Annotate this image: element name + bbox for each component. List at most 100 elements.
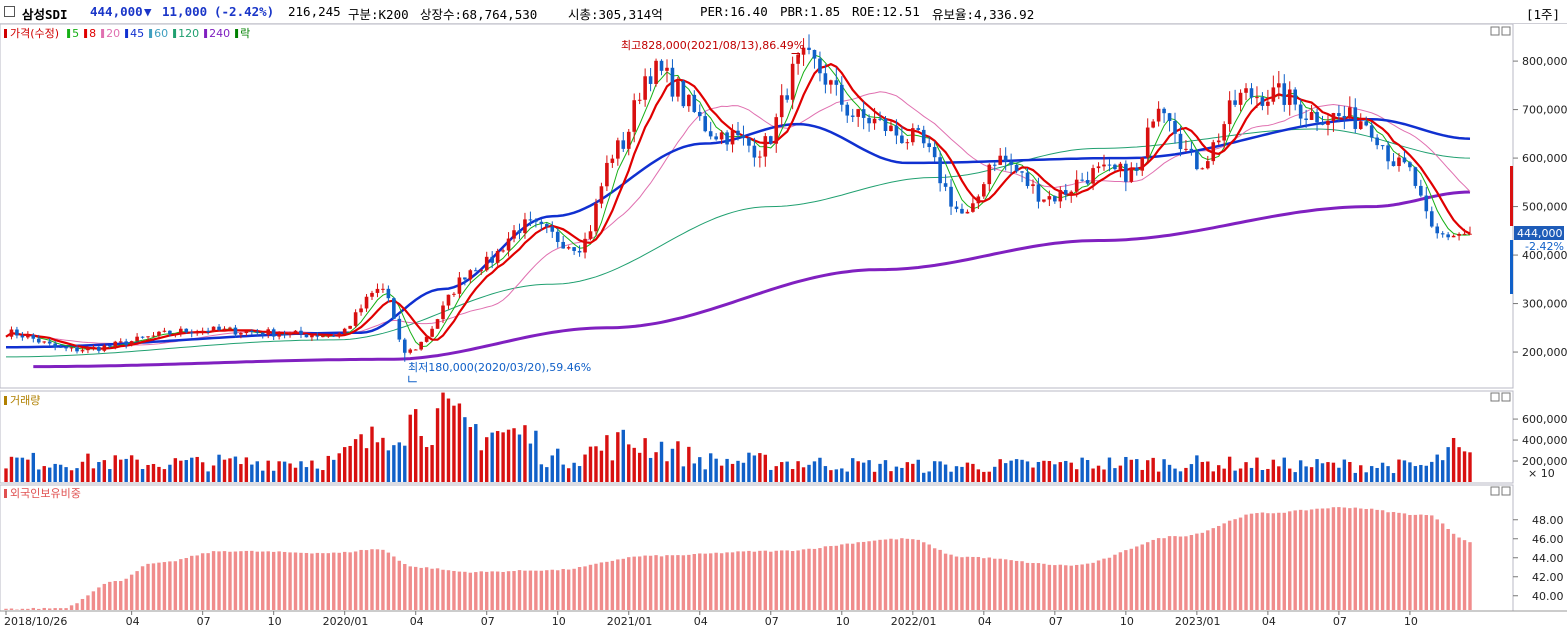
foreign-ratio-bar <box>119 581 123 610</box>
candle-body <box>140 336 145 338</box>
volume-bar <box>1451 437 1456 482</box>
foreign-ratio-bar <box>146 563 150 610</box>
foreign-ratio-bar <box>1446 528 1450 610</box>
candle-body <box>1266 101 1270 106</box>
candle-body <box>1113 164 1117 170</box>
candle-body <box>1249 88 1254 98</box>
candle-body <box>299 330 303 335</box>
volume-bar <box>288 463 292 482</box>
minimize-icon[interactable] <box>1490 486 1500 496</box>
volume-bar <box>654 452 658 482</box>
minimize-icon[interactable] <box>1490 26 1500 36</box>
reserve-ratio: 유보율:4,336.92 <box>932 7 1035 22</box>
volume-bar <box>1085 460 1090 482</box>
candle-body <box>687 94 691 107</box>
volume-bar <box>621 429 625 482</box>
candle-body <box>616 140 620 159</box>
candle-body <box>1216 140 1221 143</box>
volume-bar <box>1397 459 1401 482</box>
candle-body <box>1134 167 1139 171</box>
close-icon[interactable] <box>1501 26 1511 36</box>
volume-bar <box>998 459 1002 482</box>
x-tick-label: 07 <box>765 615 779 628</box>
foreign-ratio-bar <box>566 569 571 610</box>
foreign-ratio-bar <box>414 566 418 610</box>
candle-body <box>1145 127 1150 158</box>
volume-bar <box>277 461 281 482</box>
candle-body <box>856 109 860 117</box>
foreign-ratio-bar <box>386 552 391 610</box>
price-panel-buttons[interactable] <box>1490 26 1511 36</box>
volume-bar <box>1424 465 1428 482</box>
daily-range-up <box>1510 166 1513 226</box>
stock-chart[interactable]: 가격(수정) 5 8 20 45 60 120 240 락 거래량 외국인보유비중 최고828… <box>0 24 1567 630</box>
volume-bar <box>1462 451 1467 482</box>
foreign-ratio-bar <box>1058 564 1062 610</box>
volume-panel-buttons[interactable] <box>1490 392 1511 402</box>
candle-body <box>293 330 298 333</box>
legend-swatch-volume <box>4 396 7 405</box>
candle-body <box>321 336 325 338</box>
candle-body <box>774 117 779 144</box>
volume-bar <box>397 442 402 482</box>
candle-body <box>42 341 47 343</box>
foreign-ratio-bar <box>1309 509 1314 610</box>
foreign-ratio-bar <box>758 550 762 610</box>
foreign-ratio-bar <box>932 548 937 610</box>
volume-bar <box>1173 468 1177 482</box>
foreign-ratio-bar <box>211 551 216 610</box>
candle-body <box>654 60 658 84</box>
candle-body <box>1408 162 1412 168</box>
close-icon[interactable] <box>1501 392 1511 402</box>
volume-panel[interactable] <box>0 390 1514 484</box>
stock-name[interactable]: 삼성SDI <box>22 7 68 22</box>
volume-bar <box>1233 470 1237 482</box>
header-checkbox[interactable] <box>4 6 15 17</box>
candle-body <box>97 346 101 351</box>
volume-bar <box>577 466 582 482</box>
foreign-ratio-bar <box>157 562 161 610</box>
foreign-ratio-bar <box>539 570 544 610</box>
price-panel[interactable] <box>0 24 1514 389</box>
volume-bar <box>1135 459 1139 482</box>
volume-bar <box>4 468 8 482</box>
candle-body <box>1058 190 1063 202</box>
foreign-panel-buttons[interactable] <box>1490 486 1511 496</box>
volume-bar <box>1342 459 1347 482</box>
foreign-tick-label: 46.00 <box>1532 533 1564 546</box>
foreign-panel[interactable] <box>0 484 1514 612</box>
volume-bar <box>594 446 598 482</box>
volume-bar <box>561 464 565 482</box>
candle-body <box>64 347 68 349</box>
candle-body <box>697 111 702 117</box>
volume-bar <box>1064 460 1068 482</box>
volume-bar <box>523 425 527 482</box>
foreign-ratio-bar <box>1085 563 1090 610</box>
foreign-ratio-bar <box>861 541 866 610</box>
foreign-ratio-bar <box>1386 512 1390 610</box>
volume-bar <box>69 470 74 482</box>
candle-body <box>239 333 243 335</box>
foreign-ratio-bar <box>872 540 877 610</box>
foreign-ratio-bar <box>1047 564 1052 610</box>
foreign-ratio-bar <box>266 551 270 610</box>
x-tick-label: 2022/01 <box>891 615 937 628</box>
candle-body <box>129 341 134 346</box>
candle-body <box>1238 92 1243 105</box>
candle-body <box>818 58 822 74</box>
minimize-icon[interactable] <box>1490 392 1500 402</box>
volume-bar <box>1435 454 1439 482</box>
foreign-ratio-bar <box>1249 513 1254 610</box>
close-icon[interactable] <box>1501 486 1511 496</box>
candle-body <box>484 256 489 271</box>
candle-body <box>310 335 314 338</box>
foreign-ratio-bar <box>1233 519 1237 610</box>
candle-body <box>1386 145 1390 162</box>
foreign-ratio-bar <box>151 563 156 610</box>
volume-bar <box>1047 461 1052 482</box>
volume-bar <box>332 459 336 482</box>
foreign-ratio-bar <box>1326 508 1330 610</box>
period-selector[interactable]: [1주] <box>1526 7 1561 22</box>
candle-body <box>1020 171 1024 173</box>
foreign-ratio-bar <box>1184 536 1188 610</box>
